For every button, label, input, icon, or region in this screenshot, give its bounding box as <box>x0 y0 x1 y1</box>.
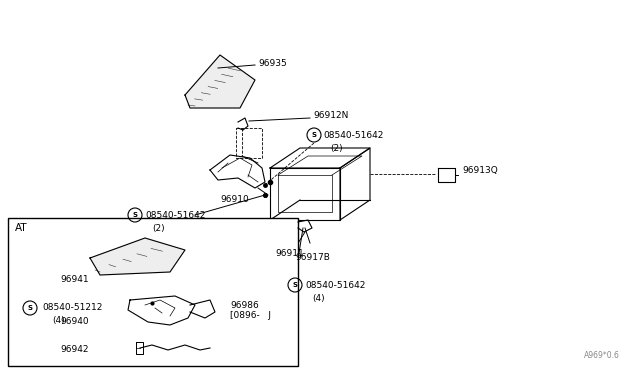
Text: S: S <box>312 132 317 138</box>
Text: S: S <box>132 212 138 218</box>
Text: A969*0.6: A969*0.6 <box>584 351 620 360</box>
Text: 96935: 96935 <box>258 58 287 67</box>
Text: S: S <box>28 305 33 311</box>
Bar <box>8 218 298 366</box>
Text: 96910: 96910 <box>220 196 249 205</box>
Text: 96917B: 96917B <box>295 253 330 263</box>
Text: 96942: 96942 <box>60 346 88 355</box>
Text: [0896-   J: [0896- J <box>230 311 271 321</box>
Text: 08540-51642: 08540-51642 <box>145 211 205 219</box>
Polygon shape <box>90 238 185 275</box>
Text: (2): (2) <box>330 144 342 153</box>
Text: 96941: 96941 <box>60 276 88 285</box>
Text: 08540-51642: 08540-51642 <box>305 280 365 289</box>
Polygon shape <box>185 55 255 108</box>
Text: 08540-51642: 08540-51642 <box>323 131 383 140</box>
Text: (2): (2) <box>152 224 164 232</box>
Text: 96940: 96940 <box>60 317 88 327</box>
Text: (4): (4) <box>52 317 65 326</box>
Text: 08540-51212: 08540-51212 <box>42 304 102 312</box>
Text: 96986: 96986 <box>230 301 259 311</box>
Text: (4): (4) <box>312 294 324 302</box>
Text: 96913Q: 96913Q <box>462 166 498 174</box>
Text: AT: AT <box>15 223 28 233</box>
Text: 96912N: 96912N <box>313 112 348 121</box>
Text: S: S <box>292 282 298 288</box>
Text: 96911: 96911 <box>275 248 304 257</box>
